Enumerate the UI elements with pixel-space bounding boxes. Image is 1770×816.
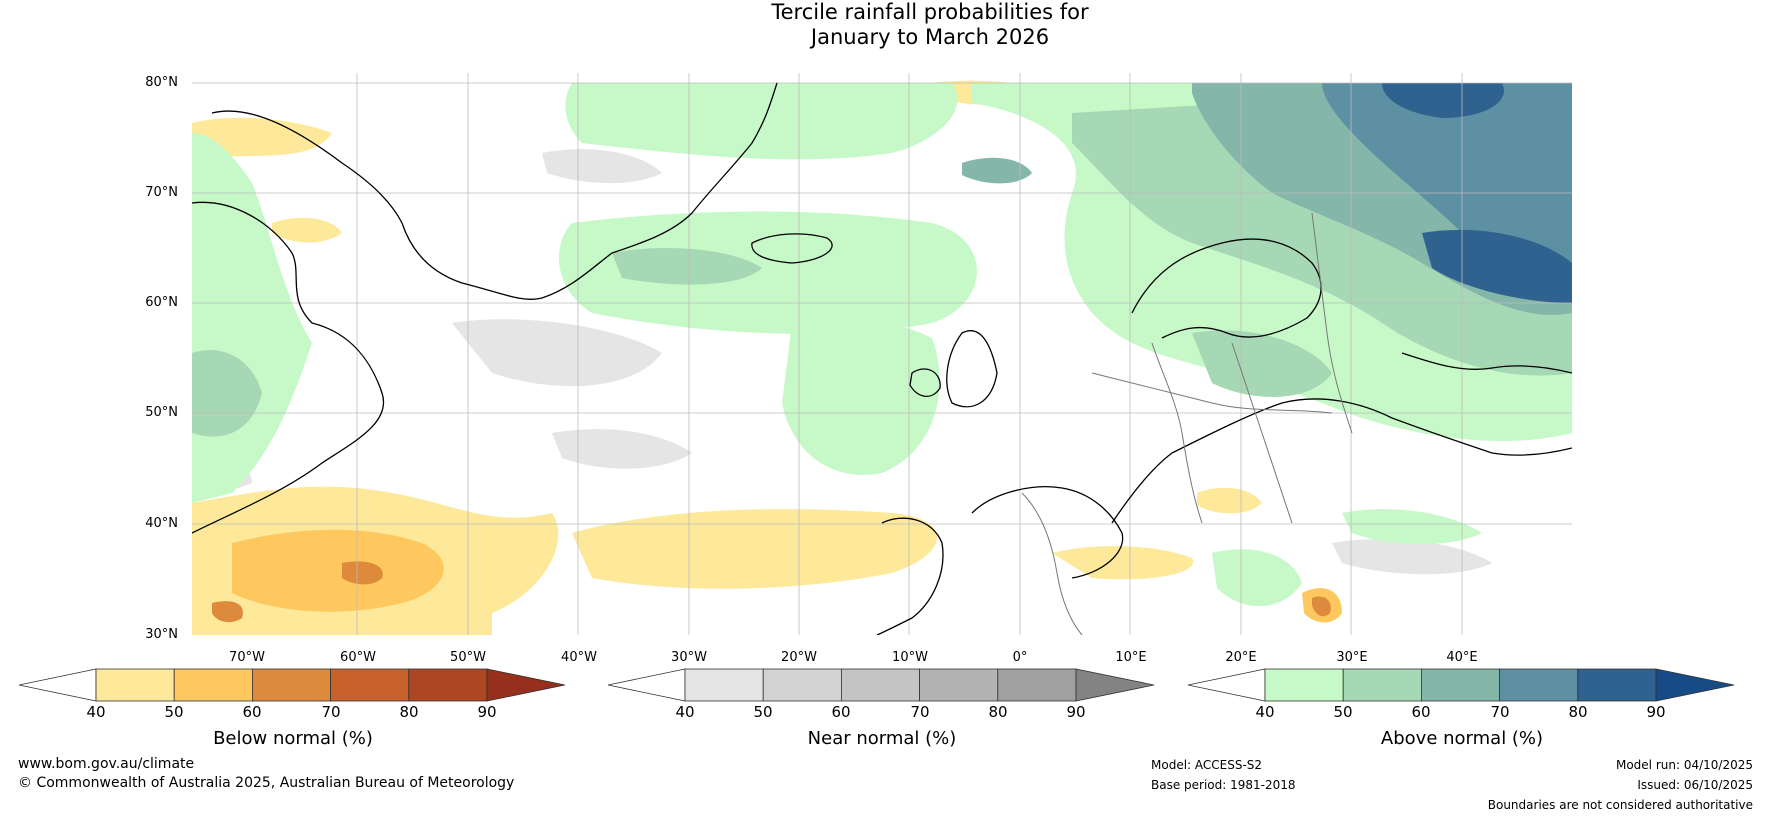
map-title: Tercile rainfall probabilities for Janua… xyxy=(0,0,1770,50)
lon-label-0: 0° xyxy=(1012,650,1028,665)
lon-label-20w: 20°W xyxy=(781,650,817,665)
rainfall-map xyxy=(192,73,1572,635)
lon-label-70w: 70°W xyxy=(229,650,265,665)
colorbar-above-normal xyxy=(1187,668,1737,706)
colorbar-below-normal-swatches xyxy=(18,668,566,702)
colorbar-swatch xyxy=(840,668,920,702)
lon-label-10e: 10°E xyxy=(1115,650,1147,665)
colorbar-near-normal-ticks: 40 50 60 70 80 90 xyxy=(607,703,1157,723)
tick: 70 xyxy=(1490,703,1510,721)
colorbar-swatch xyxy=(919,668,999,702)
tick: 70 xyxy=(321,703,341,721)
tick: 60 xyxy=(242,703,262,721)
boundaries-disclaimer: Boundaries are not considered authoritat… xyxy=(1487,798,1753,812)
colorbar-swatch xyxy=(997,668,1077,702)
lat-label-70n: 70°N xyxy=(145,185,178,200)
lat-label-40n: 40°N xyxy=(145,516,178,531)
lon-label-10w: 10°W xyxy=(892,650,928,665)
model-name: Model: ACCESS-S2 xyxy=(1151,758,1263,772)
colorbar-swatch xyxy=(1499,668,1579,702)
lon-label-30e: 30°E xyxy=(1336,650,1368,665)
colorbar-swatch xyxy=(1577,668,1657,702)
colorbar-below-normal-label: Below normal (%) xyxy=(213,728,373,749)
website-url: www.bom.gov.au/climate xyxy=(18,756,195,772)
tick: 40 xyxy=(86,703,106,721)
colorbar-near-normal xyxy=(607,668,1157,706)
tick: 80 xyxy=(1568,703,1588,721)
tick: 50 xyxy=(1333,703,1353,721)
lon-label-40e: 40°E xyxy=(1446,650,1478,665)
title-line-1: Tercile rainfall probabilities for xyxy=(771,0,1089,24)
model-run-date: Model run: 04/10/2025 xyxy=(1615,758,1753,772)
tick: 90 xyxy=(1066,703,1086,721)
tick: 50 xyxy=(164,703,184,721)
issued-date: Issued: 06/10/2025 xyxy=(1637,778,1753,792)
colorbar-extend-high xyxy=(1075,668,1155,702)
colorbar-above-normal-label: Above normal (%) xyxy=(1380,728,1544,749)
above-normal-regions xyxy=(192,83,1572,607)
tick: 60 xyxy=(1411,703,1431,721)
lat-label-80n: 80°N xyxy=(145,75,178,90)
country-borders xyxy=(1021,212,1353,635)
colorbar-swatch xyxy=(684,668,764,702)
lon-label-50w: 50°W xyxy=(450,650,486,665)
colorbar-above-normal-swatches xyxy=(1187,668,1735,702)
colorbar-extend-low xyxy=(607,668,686,702)
colorbar-near-normal-swatches xyxy=(607,668,1155,702)
colorbar-swatch xyxy=(251,668,331,702)
lat-label-30n: 30°N xyxy=(145,627,178,642)
title-line-2: January to March 2026 xyxy=(810,25,1050,49)
colorbar-swatch xyxy=(1420,668,1500,702)
colorbar-extend-low xyxy=(1187,668,1266,702)
colorbar-swatch xyxy=(408,668,488,702)
tick: 90 xyxy=(1646,703,1666,721)
tick: 40 xyxy=(1255,703,1275,721)
base-period: Base period: 1981-2018 xyxy=(1151,778,1296,792)
lat-label-60n: 60°N xyxy=(145,295,178,310)
colorbar-swatch xyxy=(173,668,253,702)
colorbar-swatch xyxy=(1264,668,1344,702)
tick: 40 xyxy=(675,703,695,721)
colorbar-swatch xyxy=(1342,668,1422,702)
colorbar-below-normal xyxy=(18,668,568,706)
colorbar-extend-low xyxy=(18,668,97,702)
colorbar-near-normal-label: Near normal (%) xyxy=(807,728,957,749)
lat-label-50n: 50°N xyxy=(145,405,178,420)
tick: 90 xyxy=(477,703,497,721)
tick: 80 xyxy=(399,703,419,721)
lon-label-20e: 20°E xyxy=(1225,650,1257,665)
colorbar-extend-high xyxy=(486,668,566,702)
colorbar-above-normal-ticks: 40 50 60 70 80 90 xyxy=(1187,703,1737,723)
colorbar-below-normal-ticks: 40 50 60 70 80 90 xyxy=(18,703,568,723)
lon-label-40w: 40°W xyxy=(561,650,597,665)
map-canvas xyxy=(192,73,1572,635)
copyright-notice: © Commonwealth of Australia 2025, Austra… xyxy=(18,775,515,791)
tick: 60 xyxy=(831,703,851,721)
graticule xyxy=(192,73,1572,635)
colorbar-swatch xyxy=(95,668,175,702)
tick: 80 xyxy=(988,703,1008,721)
lon-label-60w: 60°W xyxy=(340,650,376,665)
lon-label-30w: 30°W xyxy=(671,650,707,665)
colorbar-swatch xyxy=(762,668,842,702)
tick: 50 xyxy=(753,703,773,721)
colorbar-extend-high xyxy=(1655,668,1735,702)
tick: 70 xyxy=(910,703,930,721)
colorbar-swatch xyxy=(330,668,410,702)
